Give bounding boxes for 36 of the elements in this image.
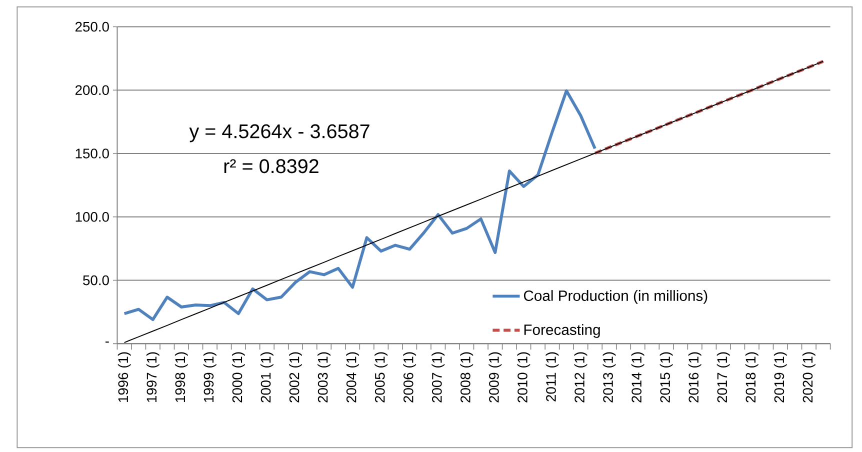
x-tick-label: 2003 (1) [318, 352, 330, 403]
x-tick-label: 2002 (1) [289, 352, 302, 403]
annotation: r² = 0.8392 [224, 159, 318, 174]
x-tick-label: 2011 (1) [546, 352, 559, 402]
x-tick-label: 2014 (1) [631, 352, 644, 403]
y-tick-label: 100.0 [76, 212, 109, 222]
x-tick-label: 2006 (1) [403, 352, 416, 403]
line-series [593, 60, 825, 155]
x-tick-label: 1996 (1) [118, 352, 131, 402]
y-tick-label: 250.0 [75, 22, 109, 32]
legend-label: Coal Production (in millions) [524, 290, 708, 304]
annotation: y = 4.5264x - 3.6587 [189, 124, 370, 142]
x-tick-label: 2012 (1) [574, 352, 588, 403]
x-tick-label: 2016 (1) [688, 352, 702, 403]
x-tick-label: 2015 (1) [660, 352, 673, 403]
x-tick-label: 1997 (1) [146, 352, 160, 402]
x-tick-label: 1998 (1) [174, 352, 188, 402]
x-tick-label: 2008 (1) [460, 352, 474, 403]
x-tick-label: 2000 (1) [232, 352, 245, 403]
x-tick-label: 1999 (1) [203, 352, 216, 402]
x-tick-label: 2009 (1) [488, 352, 502, 403]
y-tick-label: 50.0 [83, 276, 109, 286]
x-tick-label: 2013 (1) [602, 352, 616, 403]
x-tick-label: 2017 (1) [716, 352, 730, 403]
y-tick-label: 150.0 [76, 148, 109, 159]
x-tick-label: 2007 (1) [432, 352, 445, 403]
x-tick-label: 2004 (1) [346, 352, 359, 403]
x-tick-label: 2018 (1) [745, 352, 758, 403]
y-tick-label: - [105, 342, 109, 343]
x-tick-label: 2020 (1) [802, 352, 816, 403]
x-tick-label: 2001 (1) [260, 352, 274, 403]
y-tick-label: 200.0 [75, 85, 109, 96]
x-tick-label: 2019 (1) [774, 352, 787, 403]
x-tick-label: 2005 (1) [374, 352, 388, 403]
x-tick-label: 2010 (1) [517, 352, 530, 403]
legend-label: Forecasting [524, 324, 600, 338]
